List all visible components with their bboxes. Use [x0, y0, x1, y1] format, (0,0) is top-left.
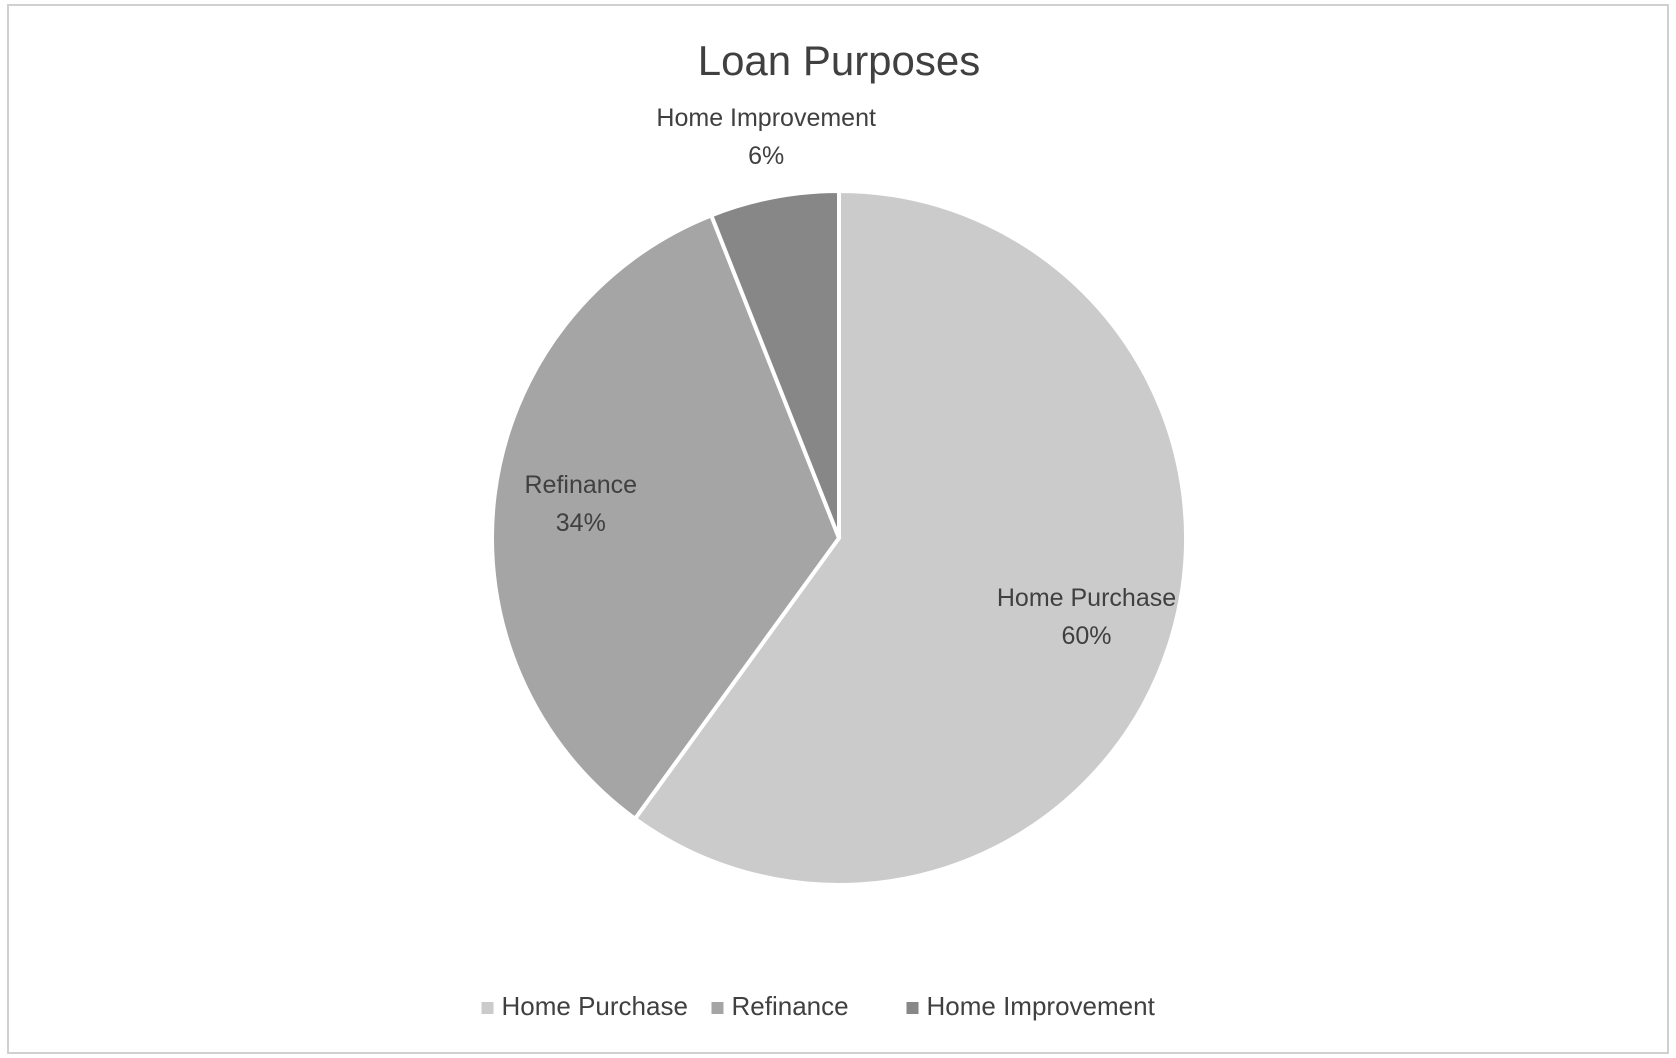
data-label-value: 34% — [556, 509, 606, 537]
data-label-value: 6% — [748, 142, 784, 170]
pie-slice — [632, 188, 1188, 887]
legend-swatch — [711, 1002, 724, 1014]
legend-label: Home Purchase — [502, 991, 688, 1021]
data-label-value: 60% — [1061, 622, 1111, 650]
legend-swatch — [906, 1002, 919, 1014]
data-label-name: Home Purchase — [997, 584, 1176, 612]
legend-label: Home Improvement — [927, 991, 1156, 1021]
legend-swatch — [481, 1002, 494, 1014]
legend-label: Refinance — [732, 991, 849, 1021]
pie-slice — [490, 212, 842, 822]
pie-slice — [708, 188, 841, 539]
chart-title: Loan Purposes — [698, 37, 981, 84]
data-label-name: Refinance — [525, 471, 638, 499]
data-label-name: Home Improvement — [656, 104, 876, 132]
